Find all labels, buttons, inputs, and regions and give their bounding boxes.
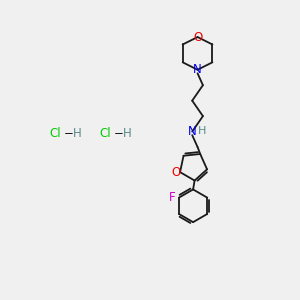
Text: O: O xyxy=(171,166,180,178)
Text: −: − xyxy=(63,127,73,140)
Text: H: H xyxy=(197,126,206,136)
Text: −: − xyxy=(114,127,124,140)
Text: Cl: Cl xyxy=(49,127,61,140)
Text: N: N xyxy=(188,125,197,138)
Text: Cl: Cl xyxy=(100,127,111,140)
Text: O: O xyxy=(193,31,202,44)
Text: F: F xyxy=(169,190,176,203)
Text: H: H xyxy=(73,127,82,140)
Text: N: N xyxy=(193,63,202,76)
Text: H: H xyxy=(123,127,132,140)
